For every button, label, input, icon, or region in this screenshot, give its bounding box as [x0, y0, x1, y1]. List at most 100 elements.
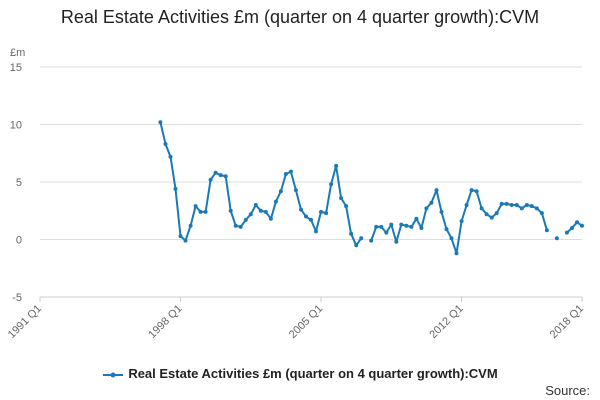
data-point[interactable]	[319, 209, 323, 214]
data-point[interactable]	[198, 209, 203, 214]
data-point[interactable]	[384, 230, 389, 235]
data-point[interactable]	[379, 224, 384, 229]
data-point[interactable]	[544, 228, 549, 233]
data-point[interactable]	[554, 236, 559, 241]
data-point[interactable]	[509, 203, 514, 207]
legend-label: Real Estate Activities £m (quarter on 4 …	[128, 366, 498, 381]
data-point[interactable]	[449, 236, 454, 241]
data-point[interactable]	[534, 206, 539, 211]
data-point[interactable]	[324, 211, 329, 216]
data-point[interactable]	[444, 227, 449, 232]
data-point[interactable]	[243, 217, 248, 222]
data-point[interactable]	[419, 226, 424, 230]
data-point[interactable]	[499, 201, 504, 206]
data-point[interactable]	[309, 217, 313, 222]
data-point[interactable]	[484, 212, 489, 217]
data-point[interactable]	[369, 238, 374, 243]
data-point[interactable]	[329, 182, 334, 187]
data-point[interactable]	[339, 196, 344, 201]
legend[interactable]: Real Estate Activities £m (quarter on 4 …	[0, 366, 600, 381]
data-point[interactable]	[469, 188, 474, 193]
data-point[interactable]	[580, 223, 584, 228]
data-point[interactable]	[359, 236, 364, 241]
data-point[interactable]	[429, 200, 434, 205]
data-point[interactable]	[514, 203, 519, 207]
data-point[interactable]	[258, 208, 263, 213]
data-point[interactable]	[314, 229, 318, 234]
data-point[interactable]	[188, 223, 193, 228]
data-point[interactable]	[570, 226, 574, 230]
data-point[interactable]	[163, 142, 168, 146]
data-point[interactable]	[168, 154, 173, 159]
data-point[interactable]	[529, 204, 534, 209]
data-point[interactable]	[474, 189, 479, 194]
x-tick-label: 2012 Q1	[427, 303, 465, 341]
data-point[interactable]	[454, 251, 459, 256]
data-point[interactable]	[158, 120, 163, 125]
data-point[interactable]	[389, 222, 394, 227]
data-point[interactable]	[228, 208, 233, 213]
data-point[interactable]	[404, 223, 409, 228]
data-point[interactable]	[459, 219, 464, 224]
data-point[interactable]	[273, 199, 278, 204]
x-tick-label: 2018 Q1	[548, 303, 586, 341]
x-tick-label: 1991 Q1	[6, 303, 44, 341]
data-point[interactable]	[299, 207, 303, 212]
data-point[interactable]	[213, 170, 218, 175]
data-point[interactable]	[564, 230, 569, 235]
data-point[interactable]	[354, 243, 359, 248]
y-tick-label: -5	[12, 292, 22, 304]
x-tick-label: 1998 Q1	[146, 303, 184, 341]
data-point[interactable]	[253, 203, 258, 207]
data-point[interactable]	[178, 234, 183, 239]
data-point[interactable]	[193, 204, 198, 209]
data-point[interactable]	[464, 203, 469, 207]
y-unit-label: £m	[10, 47, 25, 59]
data-point[interactable]	[278, 189, 283, 194]
series-layer	[158, 120, 584, 256]
data-point[interactable]	[263, 209, 268, 214]
data-point[interactable]	[504, 201, 509, 206]
y-tick-label: 10	[10, 120, 22, 132]
data-point[interactable]	[283, 172, 288, 176]
series-line	[370, 189, 548, 255]
y-tick-label: 15	[10, 62, 22, 74]
data-point[interactable]	[575, 220, 579, 225]
data-point[interactable]	[524, 203, 529, 207]
data-point[interactable]	[238, 224, 243, 229]
data-point[interactable]	[183, 238, 188, 243]
data-point[interactable]	[218, 173, 223, 178]
data-point[interactable]	[494, 211, 499, 216]
data-point[interactable]	[288, 169, 293, 174]
series-line	[566, 221, 583, 234]
data-point[interactable]	[439, 209, 444, 214]
data-point[interactable]	[489, 215, 494, 220]
data-point[interactable]	[233, 223, 238, 228]
data-point[interactable]	[394, 239, 399, 244]
data-point[interactable]	[374, 224, 379, 229]
data-point[interactable]	[409, 224, 414, 229]
data-point[interactable]	[479, 206, 484, 211]
data-point[interactable]	[399, 222, 404, 227]
source-label: Source:	[545, 383, 590, 398]
data-point[interactable]	[434, 188, 439, 193]
data-point[interactable]	[304, 214, 308, 219]
y-tick-label: 0	[16, 235, 22, 247]
data-point[interactable]	[248, 212, 253, 217]
data-point[interactable]	[519, 206, 524, 211]
data-point[interactable]	[349, 231, 354, 236]
data-point[interactable]	[173, 186, 178, 191]
legend-line-marker-icon	[103, 372, 124, 378]
data-point[interactable]	[334, 163, 339, 168]
data-point[interactable]	[424, 206, 429, 211]
data-point[interactable]	[208, 177, 213, 182]
data-point[interactable]	[223, 174, 228, 179]
data-point[interactable]	[293, 188, 298, 193]
data-point[interactable]	[539, 211, 544, 216]
data-point[interactable]	[414, 216, 419, 221]
data-point[interactable]	[203, 209, 208, 214]
data-point[interactable]	[344, 204, 349, 209]
data-point[interactable]	[268, 216, 273, 221]
